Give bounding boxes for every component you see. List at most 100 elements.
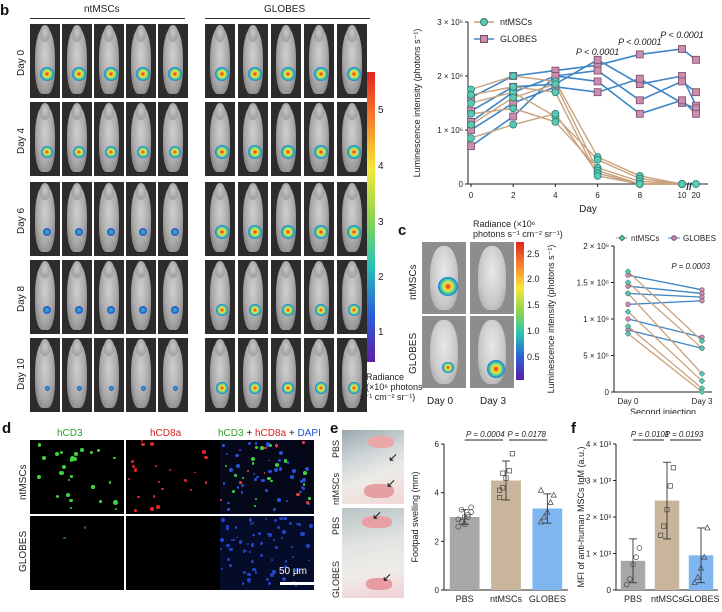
data-point [627, 576, 633, 582]
cell-dot [255, 442, 258, 445]
mouse-head [39, 339, 51, 356]
cell-dot [309, 524, 313, 528]
mouse-head [247, 103, 259, 120]
globes-point [635, 74, 644, 83]
cell-dot [278, 467, 282, 471]
luminescence-signal [40, 145, 54, 159]
mouse-head [71, 261, 83, 278]
panel-label-b: b [0, 2, 10, 19]
x-tick-label: Day 0 [618, 397, 639, 406]
cell-dot [283, 459, 288, 464]
mouse-body [163, 186, 183, 252]
mouse-image [30, 182, 60, 256]
cell-dot [242, 570, 246, 574]
mouse-head [135, 103, 147, 120]
cell-dot [220, 547, 223, 550]
globes-point [635, 109, 644, 118]
mouse-head [214, 103, 226, 120]
mouse-head [280, 261, 292, 278]
cell-dot [240, 483, 244, 487]
cell-dot [267, 469, 272, 474]
x-tick-label: 10 [678, 191, 687, 200]
cell-dot [134, 509, 137, 513]
cell-dot [204, 456, 208, 460]
arrow-icon: ↙ [372, 508, 383, 522]
cell-dot [133, 468, 138, 472]
cell-dot [201, 450, 206, 454]
cell-dot [300, 479, 304, 483]
mouse-head [135, 25, 147, 42]
luminescence-signal [216, 382, 228, 394]
c-colorbar-tick: 0.5 [527, 352, 540, 362]
cell-dot [279, 450, 284, 455]
cell-dot [242, 549, 245, 552]
mouse-head [346, 183, 358, 200]
cell-dot [236, 464, 240, 468]
y-tick-label: 1.5 × 10⁶ [577, 279, 609, 288]
cell-dot [266, 442, 271, 447]
cell-dot [226, 508, 230, 511]
mouse-head [103, 25, 115, 42]
cell-dot [272, 569, 277, 574]
mouse-head [39, 261, 51, 278]
day-row-label: Day 8 [16, 285, 27, 312]
cell-dot [67, 478, 71, 482]
c-day3-label: Day 3 [480, 396, 507, 407]
mouse-image [62, 24, 92, 98]
data-point [455, 523, 462, 530]
y-tick-label: 3 × 10³ [586, 477, 611, 486]
x-tick-label: 2 [511, 191, 516, 200]
colorbar-radiance [367, 72, 375, 362]
x-tick-label: PBS [456, 594, 474, 604]
mouse-image [205, 182, 235, 256]
ntmscs-point [624, 323, 632, 330]
globes-series-line [627, 292, 703, 298]
microscopy-image [126, 516, 220, 590]
cell-dot [275, 446, 278, 449]
mouse-image [158, 260, 188, 334]
data-point [537, 486, 545, 493]
mouse-image [126, 260, 156, 334]
cell-dot [109, 481, 112, 484]
mouse-image [126, 182, 156, 256]
x-tick-label: ntMSCs [651, 594, 684, 604]
mouse-head [313, 103, 325, 120]
cell-dot [59, 450, 64, 455]
mouse-head [313, 183, 325, 200]
p-value-annotation: P < 0.0001 [576, 47, 619, 57]
cell-dot [307, 497, 311, 500]
cell-dot [264, 489, 268, 492]
mouse-image [62, 102, 92, 176]
data-point [544, 508, 551, 515]
luminescence-signal [172, 385, 178, 391]
cell-dot [248, 518, 253, 522]
y-tick-label: 0 [435, 586, 440, 595]
mouse-head [71, 25, 83, 42]
cell-dot [306, 501, 310, 505]
luminescence-signal [348, 304, 360, 316]
cell-dot [231, 489, 236, 493]
cell-dot [96, 449, 100, 452]
ntmscs-series-line [470, 107, 683, 185]
data-point [540, 513, 548, 520]
mouse-head [247, 183, 259, 200]
mouse-image [271, 260, 301, 334]
cell-dot [285, 560, 288, 563]
mouse-body [131, 186, 151, 252]
cell-dot [273, 538, 276, 541]
d-col-label-hcd3: hCD3 [57, 428, 83, 439]
mouse-image [62, 260, 92, 334]
y-tick-label: 2 [435, 537, 440, 546]
cell-dot [130, 459, 134, 463]
mouse-head [247, 261, 259, 278]
scale-bar [280, 582, 320, 585]
y-tick-label: 1 × 10⁶ [583, 315, 609, 324]
cell-dot [264, 518, 267, 521]
cell-dot [222, 444, 226, 447]
microscopy-image [30, 440, 124, 514]
ntmscs-point [593, 155, 602, 164]
luminescence-signal [72, 67, 86, 81]
ntmscs-point [551, 109, 560, 118]
mouse-image [126, 24, 156, 98]
mouse-image [337, 24, 367, 98]
